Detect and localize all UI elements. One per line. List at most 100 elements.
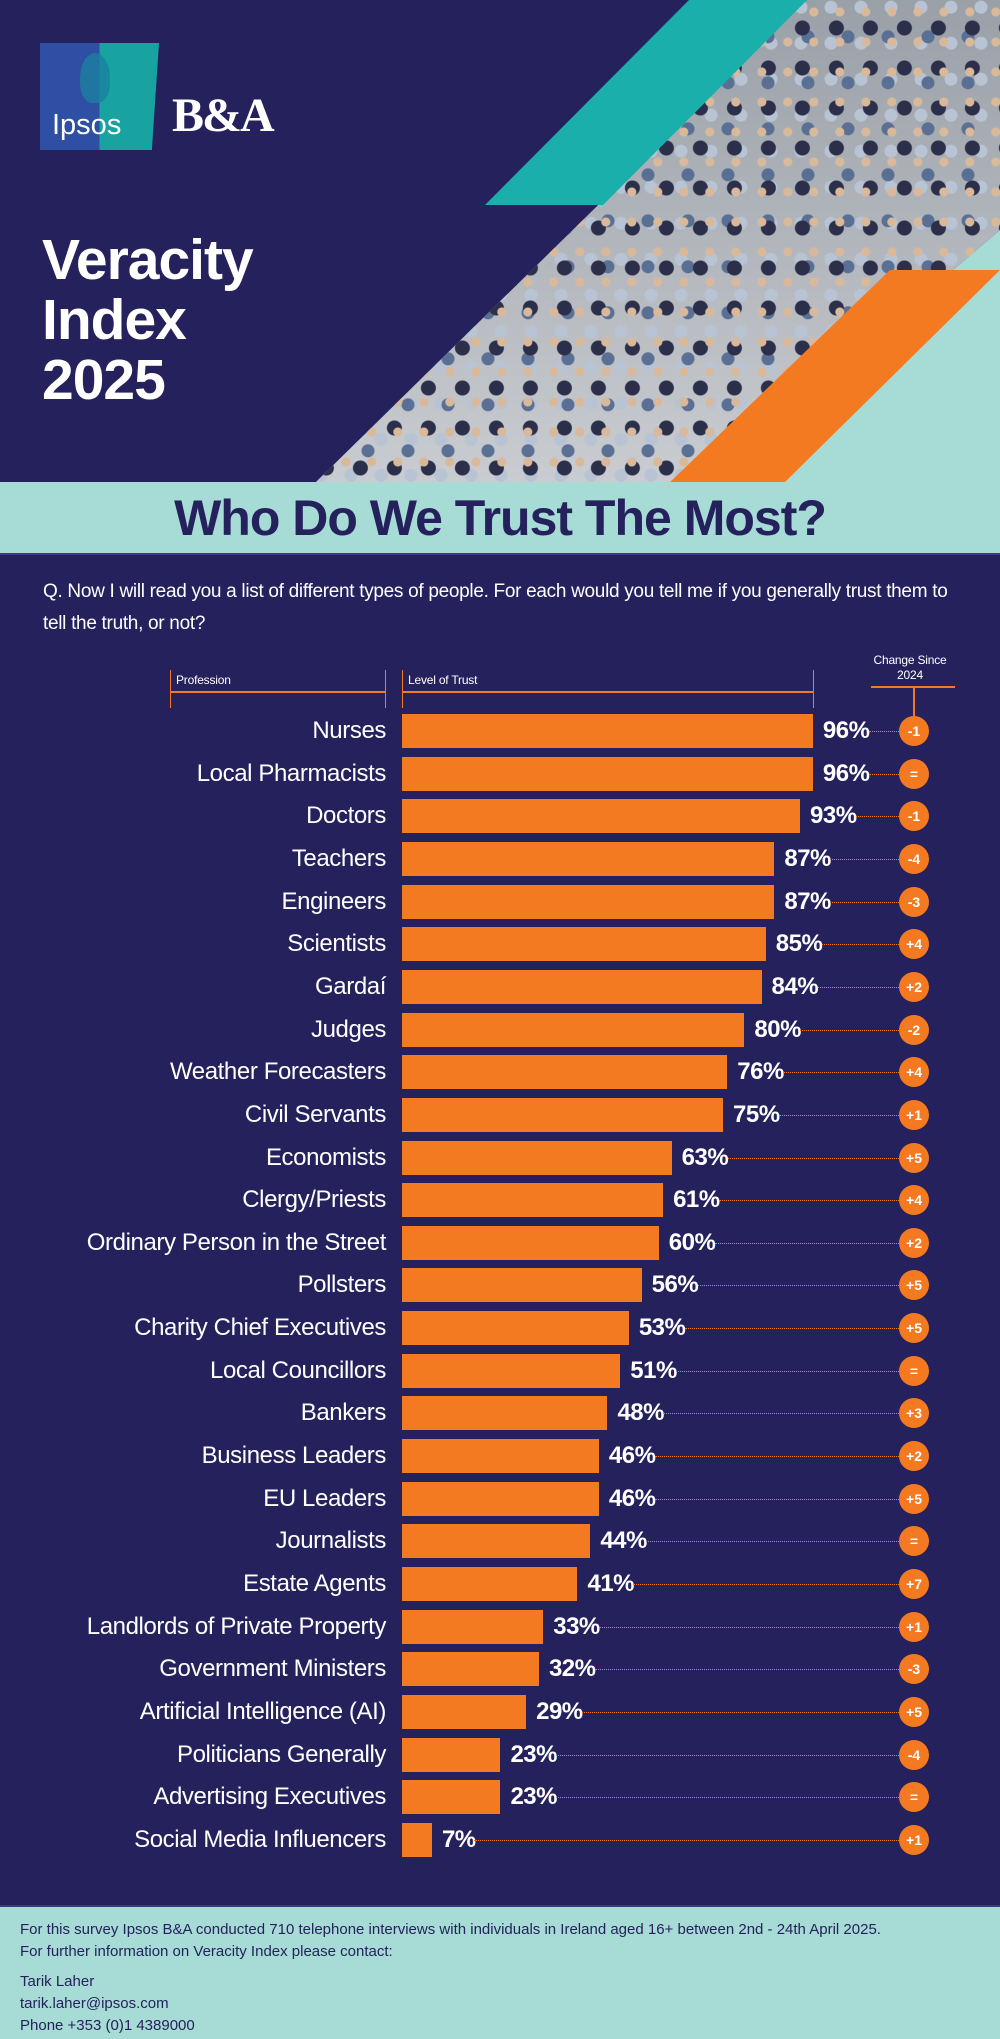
leader-line [856,816,899,818]
change-badge: +1 [899,1824,929,1855]
change-badge: +2 [899,971,929,1002]
bar [402,799,801,834]
value-label: 87% [784,887,831,915]
bar [402,1524,591,1559]
category-label: Social Media Influencers [134,1825,386,1853]
header-divider [171,691,385,693]
category-label: Economists [265,1143,386,1171]
headline: Who Do We Trust The Most? [174,490,827,546]
category-label: Judges [311,1015,386,1043]
title-line: Veracity [42,228,254,292]
leader-line [654,1456,899,1458]
value-label: 96% [822,717,870,744]
value-label: 7% [441,1825,476,1853]
bar [402,1439,599,1474]
leader-line [719,1200,899,1202]
contact-intro: For further information on Veracity Inde… [20,1943,393,1960]
leader-line [676,1370,899,1372]
change-badge: +5 [899,1696,929,1727]
category-label: Journalists [275,1527,387,1555]
change-badge: = [899,1355,929,1386]
leader-line [727,1157,899,1159]
bar [402,1567,578,1601]
bar [402,1481,599,1516]
change-header-line: Change Since [873,653,947,667]
value-label: 51% [630,1356,677,1384]
category-label: Advertising Executives [153,1783,386,1811]
bar [402,1780,501,1815]
value-label: 61% [673,1186,720,1214]
value-label: 46% [608,1442,656,1470]
partner-logo: B&A [172,89,275,142]
change-badge: -4 [899,1739,929,1770]
bar [402,1055,728,1090]
value-label: 76% [737,1058,784,1086]
category-label: Local Pharmacists [196,759,387,787]
change-badge: -1 [899,801,929,832]
bar [402,884,775,919]
change-badge: +5 [899,1270,929,1301]
change-badge: +4 [899,1185,929,1216]
change-badge: +1 [899,1611,929,1642]
leader-line [599,1626,899,1628]
value-label: 80% [754,1015,801,1043]
category-label: Gardaí [315,972,386,1000]
report-title: Veracity Index 2025 [42,228,254,412]
category-label: Clergy/Priests [242,1186,386,1214]
leader-line [868,731,899,732]
leader-line [817,986,899,988]
value-label: 44% [600,1527,647,1555]
value-label: 53% [638,1314,686,1342]
category-label: Civil Servants [244,1100,387,1128]
value-label: 48% [617,1399,664,1427]
bar [402,1012,745,1047]
value-label: 75% [733,1100,780,1128]
change-badge: +3 [899,1398,929,1429]
leader-line [868,773,899,775]
category-label: Government Ministers [159,1655,386,1683]
bar [402,969,762,1004]
bar [402,1737,501,1772]
value-label: 33% [553,1612,600,1640]
logo-head-icon [80,53,110,103]
bar [402,1609,544,1644]
change-badge: -3 [899,1654,929,1685]
leader-line [684,1328,899,1330]
contact-phone: Phone +353 (0)1 4389000 [20,2017,195,2034]
category-label: Weather Forecasters [169,1058,386,1086]
trust-header: Level of Trust [402,670,814,708]
category-label: Teachers [291,844,387,872]
value-label: 87% [784,844,831,872]
change-header-stem [913,686,915,719]
title-line: 2025 [42,348,166,412]
bar [402,927,766,962]
category-label: Doctors [306,802,386,830]
value-label: 85% [775,930,823,958]
hero-banner: Ipsos B&A Veracity Index 2025 [0,0,1000,482]
bar [402,714,813,748]
bar [402,1822,432,1857]
contact-email[interactable]: tarik.laher@ipsos.com [20,1995,169,2012]
bar [402,756,813,791]
change-badge: -3 [899,886,929,917]
category-label: Artificial Intelligence (AI) [139,1697,387,1725]
leader-line [473,1839,899,1841]
bar [402,1311,629,1346]
change-header: Change Since 2024 [864,653,956,683]
profession-header: Profession [170,670,386,708]
bar [402,1140,672,1175]
leader-line [830,858,899,860]
leader-line [697,1285,899,1287]
leader-line [779,1114,899,1116]
change-badge: +2 [899,1227,929,1258]
value-label: 84% [771,972,819,1000]
change-badge: +5 [899,1142,929,1173]
value-label: 56% [651,1271,699,1299]
leader-line [646,1541,899,1543]
category-label: EU Leaders [263,1484,386,1512]
leader-line [830,901,899,903]
change-badge: +4 [899,1057,929,1088]
value-label: 29% [536,1697,583,1725]
category-label: Estate Agents [243,1570,386,1597]
headline-band: Who Do We Trust The Most? [0,482,1000,555]
